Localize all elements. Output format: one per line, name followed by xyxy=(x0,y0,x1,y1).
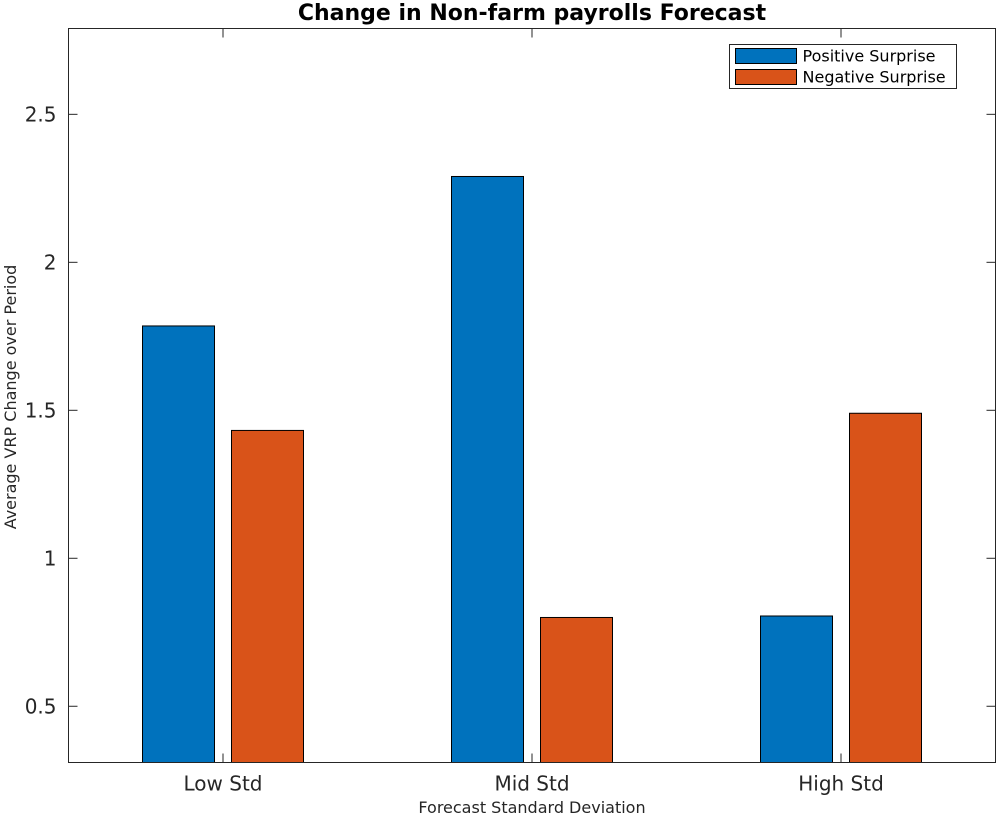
x-axis-label: Forecast Standard Deviation xyxy=(418,798,645,817)
chart-title: Change in Non-farm payrolls Forecast xyxy=(298,1,767,26)
legend-swatch xyxy=(735,48,797,64)
bar-1-0 xyxy=(231,429,304,763)
y-tick-label: 2.5 xyxy=(25,102,57,126)
x-tick-label: Low Std xyxy=(184,772,263,796)
legend-swatch xyxy=(735,69,797,85)
bar-0-1 xyxy=(451,175,524,763)
bars-group xyxy=(142,175,922,764)
bar-0-0 xyxy=(142,325,215,763)
x-axis: Low Std Mid Std High Std xyxy=(184,28,884,796)
legend-label: Positive Surprise xyxy=(803,47,936,66)
bar-1-2 xyxy=(849,412,922,763)
y-tick-label: 0.5 xyxy=(25,694,57,718)
y-tick-label: 2 xyxy=(44,250,57,274)
bar-1-1 xyxy=(540,616,613,764)
legend-label: Negative Surprise xyxy=(803,68,946,87)
y-tick-label: 1.5 xyxy=(25,398,57,422)
x-tick-label: High Std xyxy=(798,772,884,796)
y-axis-label: Average VRP Change over Period xyxy=(1,265,20,530)
legend: Positive Surprise Negative Surprise xyxy=(729,44,957,89)
bar-0-2 xyxy=(760,615,833,763)
y-tick-label: 1 xyxy=(44,546,57,570)
y-axis: 0.5 1 1.5 2 2.5 xyxy=(25,102,996,718)
x-tick-label: Mid Std xyxy=(494,772,569,796)
